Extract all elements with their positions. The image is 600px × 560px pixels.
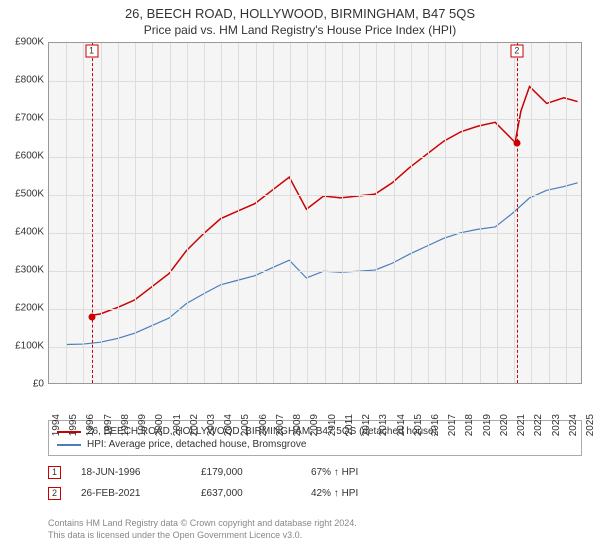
x-axis-label: 2025 xyxy=(585,414,596,436)
x-axis-label: 2008 xyxy=(292,414,303,436)
x-axis-label: 1995 xyxy=(68,414,79,436)
y-axis-label: £100K xyxy=(0,341,44,352)
legend-swatch xyxy=(57,444,81,446)
chart-title: 26, BEECH ROAD, HOLLYWOOD, BIRMINGHAM, B… xyxy=(0,0,600,21)
x-axis-label: 2011 xyxy=(344,414,355,436)
sale-marker-icon: 2 xyxy=(48,487,61,500)
x-axis-label: 2007 xyxy=(275,414,286,436)
x-axis-label: 2021 xyxy=(516,414,527,436)
x-axis-label: 1998 xyxy=(120,414,131,436)
sales-row: 1 18-JUN-1996 £179,000 67% ↑ HPI xyxy=(48,462,582,483)
y-axis-label: £800K xyxy=(0,75,44,86)
legend-item: HPI: Average price, detached house, Brom… xyxy=(57,438,573,451)
sale-marker-icon: 1 xyxy=(48,466,61,479)
sale-date: 26-FEB-2021 xyxy=(81,488,181,499)
x-axis-label: 2019 xyxy=(482,414,493,436)
x-axis-label: 2004 xyxy=(223,414,234,436)
sale-price: £637,000 xyxy=(201,488,291,499)
x-axis-label: 1999 xyxy=(137,414,148,436)
sales-table: 1 18-JUN-1996 £179,000 67% ↑ HPI 2 26-FE… xyxy=(48,462,582,504)
x-axis-label: 2017 xyxy=(447,414,458,436)
x-axis-label: 2005 xyxy=(240,414,251,436)
y-axis-label: £600K xyxy=(0,151,44,162)
y-axis-label: £0 xyxy=(0,379,44,390)
sales-row: 2 26-FEB-2021 £637,000 42% ↑ HPI xyxy=(48,483,582,504)
footer: Contains HM Land Registry data © Crown c… xyxy=(48,518,357,541)
plot-area: 12 xyxy=(48,42,582,384)
sale-date: 18-JUN-1996 xyxy=(81,467,181,478)
x-axis-label: 1996 xyxy=(85,414,96,436)
sale-price: £179,000 xyxy=(201,467,291,478)
x-axis-label: 2018 xyxy=(464,414,475,436)
sale-marker-box: 1 xyxy=(85,45,98,58)
chart-container: 26, BEECH ROAD, HOLLYWOOD, BIRMINGHAM, B… xyxy=(0,0,600,560)
x-axis-label: 1997 xyxy=(103,414,114,436)
x-axis-label: 2010 xyxy=(327,414,338,436)
sale-pct: 42% ↑ HPI xyxy=(311,488,391,499)
x-axis-label: 2020 xyxy=(499,414,510,436)
legend-label: HPI: Average price, detached house, Brom… xyxy=(87,439,306,450)
x-axis-label: 2009 xyxy=(309,414,320,436)
x-axis-label: 2003 xyxy=(206,414,217,436)
x-axis-label: 2000 xyxy=(154,414,165,436)
y-axis-label: £900K xyxy=(0,37,44,48)
x-axis-label: 2001 xyxy=(172,414,183,436)
sale-dot xyxy=(513,139,520,146)
chart-subtitle: Price paid vs. HM Land Registry's House … xyxy=(0,21,600,41)
x-axis-label: 2022 xyxy=(533,414,544,436)
sale-dot xyxy=(88,313,95,320)
y-axis-label: £200K xyxy=(0,303,44,314)
x-axis-label: 2015 xyxy=(413,414,424,436)
x-axis-label: 2012 xyxy=(361,414,372,436)
x-axis-label: 2002 xyxy=(189,414,200,436)
footer-line: This data is licensed under the Open Gov… xyxy=(48,530,357,542)
series-svg xyxy=(49,43,581,383)
y-axis-label: £700K xyxy=(0,113,44,124)
x-axis-label: 1994 xyxy=(51,414,62,436)
y-axis-label: £500K xyxy=(0,189,44,200)
x-axis-label: 2024 xyxy=(568,414,579,436)
sale-marker-box: 2 xyxy=(510,45,523,58)
x-axis-label: 2016 xyxy=(430,414,441,436)
footer-line: Contains HM Land Registry data © Crown c… xyxy=(48,518,357,530)
x-axis-label: 2013 xyxy=(378,414,389,436)
x-axis-label: 2023 xyxy=(551,414,562,436)
y-axis-label: £300K xyxy=(0,265,44,276)
sale-pct: 67% ↑ HPI xyxy=(311,467,391,478)
y-axis-label: £400K xyxy=(0,227,44,238)
x-axis-label: 2006 xyxy=(258,414,269,436)
x-axis-label: 2014 xyxy=(396,414,407,436)
